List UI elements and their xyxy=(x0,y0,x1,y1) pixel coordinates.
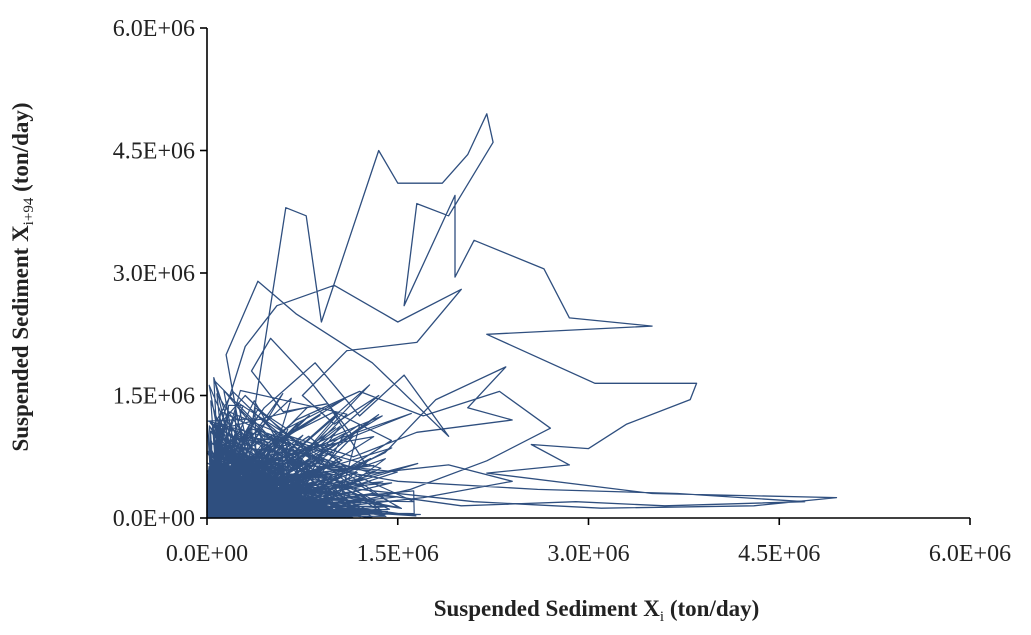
axes: 0.0E+00 1.5E+06 3.0E+06 4.5E+06 6.0E+06 0.0E+… xyxy=(113,16,1011,567)
plot-area xyxy=(206,113,838,519)
y-tick-label: 0.0E+00 xyxy=(113,506,195,532)
y-tick-label: 3.0E+06 xyxy=(113,261,195,287)
y-tick-label: 1.5E+06 xyxy=(113,384,195,410)
x-tick-label: 1.5E+06 xyxy=(357,541,439,567)
x-axis-title: Suspended Sediment Xi (ton/day) xyxy=(434,596,760,625)
x-tick-label: 6.0E+06 xyxy=(929,541,1011,567)
x-tick-label: 4.5E+06 xyxy=(738,541,820,567)
x-tick-label: 3.0E+06 xyxy=(547,541,629,567)
y-tick-label: 6.0E+06 xyxy=(113,16,195,42)
series-dense-cluster xyxy=(206,377,421,519)
y-axis-title: Suspended Sediment Xi+94 (ton/day) xyxy=(8,102,37,451)
y-tick-label: 4.5E+06 xyxy=(113,139,195,165)
x-tick-label: 0.0E+00 xyxy=(166,541,248,567)
